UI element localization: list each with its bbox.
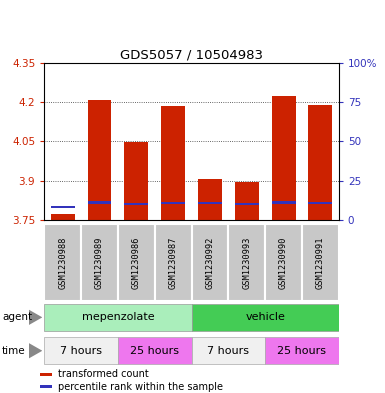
- Bar: [40, 385, 52, 388]
- Bar: [302, 224, 339, 301]
- Text: GSM1230989: GSM1230989: [95, 236, 104, 288]
- Text: time: time: [2, 346, 25, 356]
- Text: 7 hours: 7 hours: [208, 346, 249, 356]
- Text: GSM1230992: GSM1230992: [206, 236, 214, 288]
- Bar: [44, 338, 118, 364]
- Bar: [265, 338, 339, 364]
- Title: GDS5057 / 10504983: GDS5057 / 10504983: [120, 49, 263, 62]
- Polygon shape: [29, 310, 42, 325]
- Bar: [198, 180, 222, 220]
- Bar: [118, 224, 155, 301]
- Bar: [308, 202, 332, 204]
- Text: 25 hours: 25 hours: [278, 346, 326, 356]
- Text: GSM1230991: GSM1230991: [316, 236, 325, 288]
- Bar: [51, 213, 75, 220]
- Text: 7 hours: 7 hours: [60, 346, 102, 356]
- Bar: [192, 304, 339, 331]
- Bar: [192, 338, 265, 364]
- Text: GSM1230986: GSM1230986: [132, 236, 141, 288]
- Text: GSM1230993: GSM1230993: [242, 236, 251, 288]
- Bar: [265, 224, 302, 301]
- Text: vehicle: vehicle: [245, 312, 285, 322]
- Text: GSM1230988: GSM1230988: [58, 236, 67, 288]
- Bar: [44, 224, 81, 301]
- Bar: [235, 182, 259, 220]
- Text: agent: agent: [2, 312, 32, 322]
- Bar: [51, 206, 75, 208]
- Bar: [124, 203, 148, 205]
- Bar: [271, 95, 296, 220]
- Bar: [235, 203, 259, 205]
- Bar: [40, 373, 52, 376]
- Bar: [44, 304, 192, 331]
- Bar: [87, 202, 112, 204]
- Bar: [161, 202, 185, 204]
- Bar: [308, 105, 332, 220]
- Bar: [81, 224, 118, 301]
- Text: GSM1230990: GSM1230990: [279, 236, 288, 288]
- Bar: [161, 106, 185, 220]
- Bar: [155, 224, 192, 301]
- Bar: [118, 338, 192, 364]
- Polygon shape: [29, 343, 42, 358]
- Bar: [124, 142, 148, 220]
- Bar: [192, 224, 228, 301]
- Bar: [228, 224, 265, 301]
- Text: mepenzolate: mepenzolate: [82, 312, 154, 322]
- Text: transformed count: transformed count: [58, 369, 149, 379]
- Text: GSM1230987: GSM1230987: [169, 236, 177, 288]
- Bar: [198, 202, 222, 204]
- Bar: [87, 99, 112, 220]
- Text: percentile rank within the sample: percentile rank within the sample: [58, 382, 223, 391]
- Bar: [271, 202, 296, 204]
- Text: 25 hours: 25 hours: [130, 346, 179, 356]
